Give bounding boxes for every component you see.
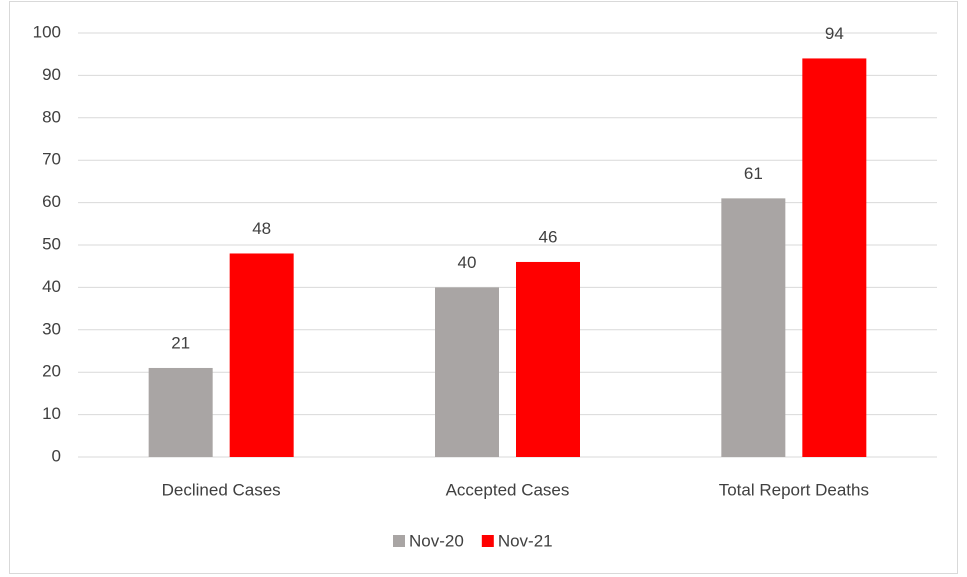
bar [148, 367, 213, 457]
legend-swatch [481, 535, 494, 547]
bar [802, 58, 867, 457]
y-tick-label: 0 [52, 446, 61, 465]
data-label: 94 [825, 24, 844, 43]
data-label: 21 [171, 333, 190, 352]
bar [721, 198, 786, 458]
legend-label: Nov-21 [498, 531, 553, 550]
x-tick-label: Declined Cases [162, 480, 281, 499]
y-tick-label: 60 [42, 192, 61, 211]
y-tick-label: 100 [33, 22, 61, 41]
y-tick-label: 50 [42, 234, 61, 253]
y-tick-label: 70 [42, 150, 61, 169]
data-label: 48 [252, 219, 271, 238]
data-label: 46 [539, 227, 558, 246]
bar [516, 261, 580, 457]
legend-swatch [393, 535, 405, 547]
x-tick-label: Total Report Deaths [719, 480, 869, 499]
y-tick-label: 30 [42, 319, 61, 338]
y-tick-label: 20 [42, 362, 61, 381]
y-tick-label: 80 [42, 107, 61, 126]
bar [435, 287, 499, 457]
y-tick-label: 40 [42, 277, 61, 296]
bar [229, 253, 294, 457]
x-tick-label: Accepted Cases [446, 480, 570, 499]
y-tick-label: 10 [42, 404, 61, 423]
data-label: 40 [458, 253, 477, 272]
legend-label: Nov-20 [409, 531, 464, 550]
y-tick-label: 90 [42, 65, 61, 84]
data-label: 61 [744, 164, 763, 183]
